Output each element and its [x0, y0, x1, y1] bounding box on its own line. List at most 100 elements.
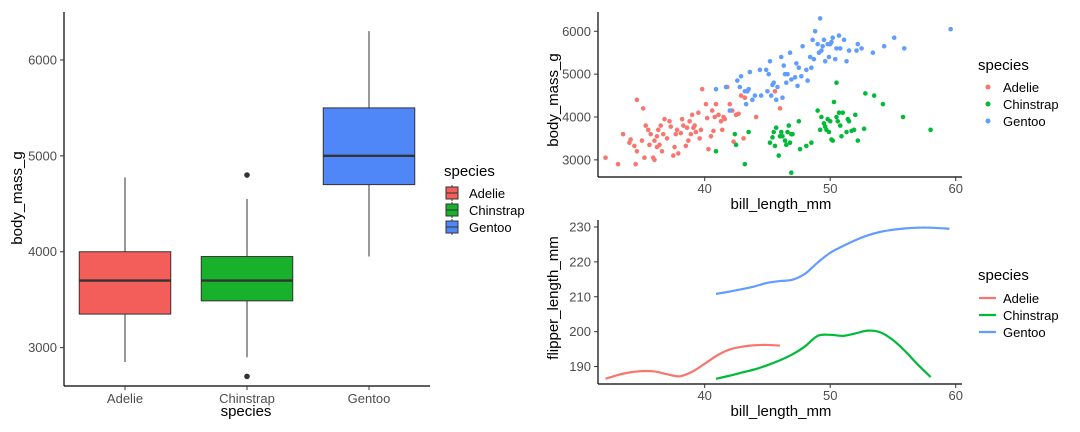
scatter-point-adelie [693, 129, 699, 135]
boxplot-box-chinstrap [200, 256, 294, 302]
scatter-point-chinstrap [861, 126, 867, 132]
scatter-point-adelie [709, 108, 715, 113]
scatter-point-adelie [711, 128, 716, 134]
line-legend-label: Gentoo [1003, 325, 1046, 340]
scatter-point-chinstrap [796, 118, 802, 124]
line-series-adelie [605, 343, 781, 380]
scatter-point-gentoo [807, 54, 813, 60]
scatter-point-adelie [633, 161, 638, 167]
scatter-point-gentoo [766, 71, 772, 77]
scatter-point-gentoo [836, 33, 842, 38]
scatter-y-tick-label: 6000 [562, 24, 591, 39]
scatter-point-gentoo [794, 61, 799, 66]
scatter-legend-key-chinstrap [985, 101, 991, 107]
scatter-point-adelie [772, 88, 778, 94]
scatter-point-gentoo [727, 108, 733, 113]
scatter-point-gentoo [837, 46, 843, 51]
scatter-y-axis-title: body_mass_g [545, 53, 562, 146]
scatter-point-gentoo [822, 58, 828, 64]
line-y-tick-label: 220 [569, 254, 591, 269]
scatter-point-chinstrap [776, 153, 782, 158]
scatter-point-chinstrap [786, 123, 792, 128]
scatter-point-chinstrap [837, 123, 843, 128]
scatter-point-gentoo [805, 78, 810, 83]
scatter-point-gentoo [821, 37, 827, 43]
scatter-point-adelie [699, 86, 705, 92]
boxplot-outlier-point [244, 373, 250, 380]
scatter-point-gentoo [713, 86, 719, 92]
scatter-point-adelie [654, 133, 660, 139]
scatter-point-adelie [684, 125, 690, 131]
line-legend-title: species [978, 267, 1029, 284]
scatter-point-chinstrap [851, 127, 857, 133]
scatter-point-gentoo [948, 26, 954, 32]
scatter-point-adelie [668, 124, 674, 129]
boxplot-y-tick-label: 5000 [28, 148, 57, 163]
scatter-point-adelie [645, 127, 651, 133]
boxplot-x-tick-label: Gentoo [348, 391, 391, 406]
scatter-point-gentoo [792, 75, 798, 80]
scatter-point-gentoo [812, 28, 818, 34]
scatter-point-gentoo [785, 71, 790, 77]
scatter-point-adelie [678, 130, 684, 136]
scatter-point-gentoo [815, 41, 820, 47]
scatter-point-chinstrap [746, 129, 751, 135]
scatter-legend-key-adelie [985, 84, 991, 90]
scatter-point-gentoo [737, 84, 743, 90]
scatter-point-adelie [689, 112, 695, 118]
scatter-point-chinstrap [817, 127, 823, 133]
scatter-point-chinstrap [853, 112, 858, 118]
scatter-point-adelie [652, 157, 657, 163]
scatter-point-chinstrap [732, 131, 738, 137]
scatter-point-gentoo [757, 67, 763, 73]
scatter-panel: body_mass_g bill_length_mm species 3000 4… [545, 12, 1059, 213]
scatter-point-adelie [632, 143, 637, 149]
scatter-point-adelie [643, 123, 648, 128]
scatter-point-gentoo [771, 80, 777, 86]
scatter-point-adelie [686, 138, 691, 143]
scatter-point-gentoo [723, 84, 729, 90]
scatter-point-chinstrap [782, 138, 788, 143]
scatter-point-adelie [731, 139, 736, 144]
scatter-legend-label: Gentoo [1003, 114, 1046, 129]
scatter-point-gentoo [830, 35, 836, 41]
scatter-point-gentoo [891, 35, 897, 41]
scatter-point-gentoo [829, 39, 834, 45]
line-panel: flipper_length_mm bill_length_mm species… [545, 219, 1059, 420]
scatter-point-adelie [722, 116, 728, 122]
scatter-point-chinstrap [840, 110, 846, 116]
scatter-point-chinstrap [772, 143, 778, 149]
scatter-point-gentoo [768, 93, 774, 98]
scatter-legend-label: Chinstrap [1003, 97, 1059, 112]
scatter-point-gentoo [787, 50, 793, 56]
scatter-point-adelie [664, 136, 670, 141]
line-y-axis-title: flipper_length_mm [545, 236, 562, 359]
line-series-chinstrap [715, 329, 932, 380]
scatter-point-adelie [704, 115, 710, 121]
scatter-y-tick-label: 3000 [562, 152, 591, 167]
scatter-point-chinstrap [804, 143, 809, 149]
scatter-point-adelie [742, 95, 748, 101]
scatter-point-adelie [628, 137, 633, 142]
scatter-point-chinstrap [827, 118, 833, 124]
boxplot-x-tick-label: Adelie [107, 391, 143, 406]
scatter-point-adelie [676, 151, 681, 156]
scatter-point-chinstrap [836, 110, 842, 116]
scatter-point-chinstrap [780, 133, 785, 139]
scatter-point-adelie [738, 93, 744, 98]
scatter-point-adelie [681, 123, 686, 128]
scatter-point-gentoo [746, 86, 751, 92]
scatter-point-gentoo [817, 16, 823, 21]
scatter-point-adelie [716, 112, 721, 118]
scatter-point-adelie [692, 123, 697, 128]
scatter-point-chinstrap [773, 125, 779, 131]
line-x-tick-label: 50 [823, 388, 837, 403]
scatter-point-gentoo [747, 69, 753, 75]
scatter-x-tick-label: 40 [697, 181, 711, 196]
boxplot-y-tick-label: 6000 [28, 52, 57, 67]
scatter-point-chinstrap [819, 114, 824, 120]
boxplot-x-axis-title: species [221, 403, 272, 420]
scatter-point-adelie [615, 161, 621, 167]
scatter-point-adelie [687, 118, 692, 124]
scatter-point-gentoo [846, 48, 852, 53]
